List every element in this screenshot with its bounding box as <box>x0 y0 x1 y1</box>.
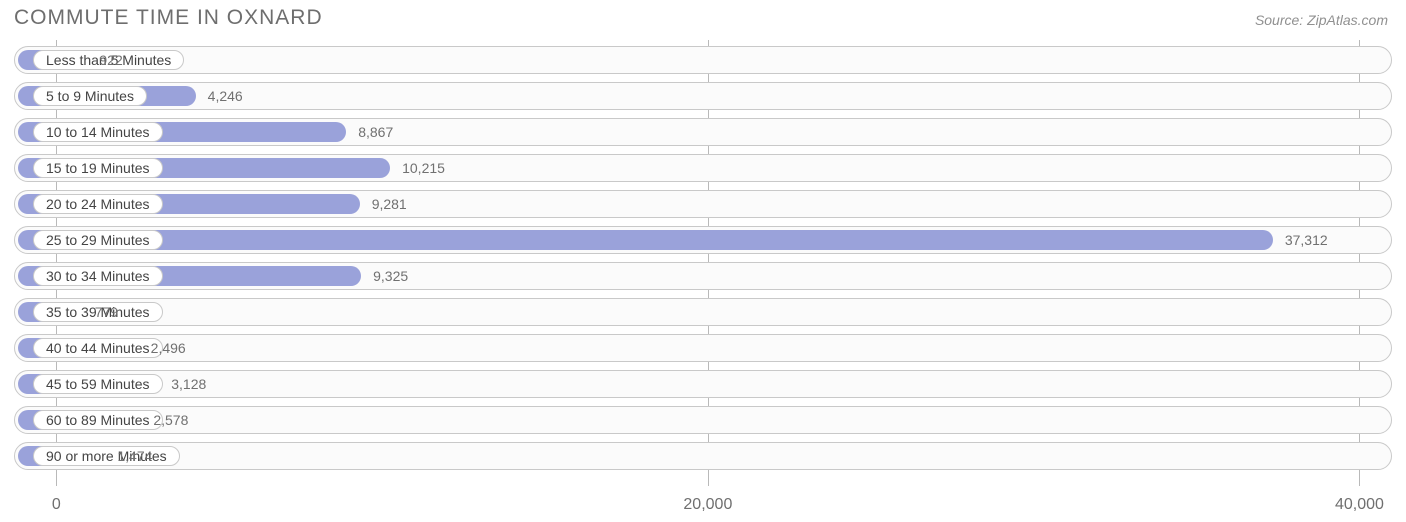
bar-value-label: 1,474 <box>117 448 152 464</box>
bar-category-label: 60 to 89 Minutes <box>33 410 163 430</box>
bar-value-label: 2,578 <box>153 412 188 428</box>
bar-value-label: 4,246 <box>208 88 243 104</box>
chart-title: COMMUTE TIME IN OXNARD <box>14 6 323 30</box>
bar-value-label: 3,128 <box>171 376 206 392</box>
bar-value-label: 2,496 <box>151 340 186 356</box>
commute-time-chart: COMMUTE TIME IN OXNARD Source: ZipAtlas.… <box>0 0 1406 522</box>
bar-track: 10 to 14 Minutes 8,867 <box>14 118 1392 146</box>
x-tick-label: 40,000 <box>1335 496 1384 514</box>
bar-value-label: 37,312 <box>1285 232 1328 248</box>
bar-track: 5 to 9 Minutes 4,246 <box>14 82 1392 110</box>
bar-fill <box>18 230 1273 250</box>
bar-track: 40 to 44 Minutes2,496 <box>14 334 1392 362</box>
plot-area: 020,00040,000Less than 5 Minutes9225 to … <box>14 40 1392 486</box>
bar-track: 35 to 39 Minutes779 <box>14 298 1392 326</box>
chart-source: Source: ZipAtlas.com <box>1255 12 1388 28</box>
bar-track: 20 to 24 Minutes 9,281 <box>14 190 1392 218</box>
bar-value-label: 9,325 <box>373 268 408 284</box>
bar-track: 45 to 59 Minutes 3,128 <box>14 370 1392 398</box>
bar-category-label: 5 to 9 Minutes <box>33 86 147 106</box>
bar-category-label: 20 to 24 Minutes <box>33 194 163 214</box>
bar-track: 60 to 89 Minutes2,578 <box>14 406 1392 434</box>
bar-category-label: 15 to 19 Minutes <box>33 158 163 178</box>
bar-value-label: 10,215 <box>402 160 445 176</box>
x-tick-label: 0 <box>52 496 61 514</box>
bar-value-label: 922 <box>99 52 122 68</box>
x-tick-label: 20,000 <box>683 496 732 514</box>
bar-value-label: 8,867 <box>358 124 393 140</box>
bar-track: 90 or more Minutes1,474 <box>14 442 1392 470</box>
bar-track: Less than 5 Minutes922 <box>14 46 1392 74</box>
bar-track: 25 to 29 Minutes 37,312 <box>14 226 1392 254</box>
bar-value-label: 779 <box>95 304 118 320</box>
bar-category-label: 40 to 44 Minutes <box>33 338 163 358</box>
bar-track: 15 to 19 Minutes 10,215 <box>14 154 1392 182</box>
bar-category-label: 90 or more Minutes <box>33 446 180 466</box>
bar-category-label: 45 to 59 Minutes <box>33 374 163 394</box>
bar-category-label: 25 to 29 Minutes <box>33 230 163 250</box>
bar-value-label: 9,281 <box>372 196 407 212</box>
bar-category-label: 10 to 14 Minutes <box>33 122 163 142</box>
bar-category-label: 30 to 34 Minutes <box>33 266 163 286</box>
bar-track: 30 to 34 Minutes 9,325 <box>14 262 1392 290</box>
